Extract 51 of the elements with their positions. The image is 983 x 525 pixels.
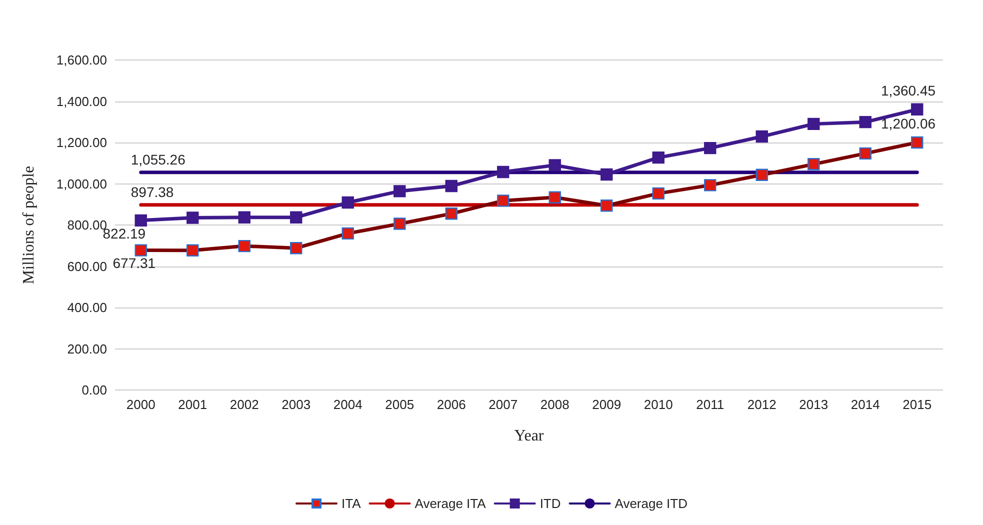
legend-label: ITA: [342, 496, 362, 511]
legend-label: ITD: [540, 496, 561, 511]
x-tick-label: 2011: [696, 397, 724, 412]
x-tick-label: 2002: [230, 397, 259, 412]
x-tick-label: 2015: [902, 397, 932, 412]
point: [600, 168, 613, 181]
point: [808, 118, 820, 130]
legend-label: Average ITA: [414, 496, 486, 511]
x-tick-label: 2003: [282, 397, 311, 412]
point: [911, 103, 924, 116]
data-label: 897.38: [130, 184, 174, 200]
point: [445, 180, 458, 192]
y-tick-label: 1,000.00: [56, 176, 107, 192]
point: [290, 211, 302, 224]
x-tick-label: 2009: [592, 397, 622, 412]
x-tick-label: 2004: [333, 397, 362, 412]
point: [548, 159, 561, 172]
x-tick-label: 2000: [126, 397, 156, 412]
point: [652, 151, 664, 164]
point: [497, 166, 510, 178]
data-label: 1,055.26: [130, 151, 186, 168]
point: [238, 211, 250, 224]
x-tick-label: 2012: [747, 397, 776, 412]
x-tick-label: 2007: [488, 397, 518, 412]
point: [704, 142, 716, 154]
y-tick-label: 400.00: [67, 300, 107, 315]
point: [134, 214, 147, 227]
y-tick-label: 1,600.00: [56, 52, 107, 68]
data-label: 1,200.06: [881, 115, 936, 132]
y-tick-label: 200.00: [67, 341, 107, 356]
point: [186, 212, 199, 224]
point: [394, 185, 406, 198]
x-tick-label: 2014: [850, 397, 880, 412]
y-tick-label: 1,400.00: [56, 94, 107, 109]
y-tick-label: 600.00: [67, 258, 107, 274]
x-tick-label: 2005: [385, 397, 414, 412]
x-tick-label: 2008: [540, 397, 570, 412]
y-tick-label: 0.00: [82, 382, 107, 398]
point: [859, 116, 872, 128]
x-tick-label: 2001: [178, 397, 208, 412]
y-tick-label: 1,200.00: [56, 135, 107, 150]
point: [756, 130, 768, 143]
data-label: 677.31: [112, 255, 156, 272]
x-tick-label: 2010: [644, 397, 673, 412]
y-axis-title: Millions of people: [20, 166, 38, 284]
legend-label: Average ITD: [614, 496, 688, 511]
x-tick-label: 2013: [799, 397, 828, 412]
point: [342, 196, 354, 209]
data-label: 1,360.45: [881, 82, 936, 98]
x-tick-label: 2006: [436, 397, 466, 412]
x-axis-title: Year: [514, 428, 544, 444]
